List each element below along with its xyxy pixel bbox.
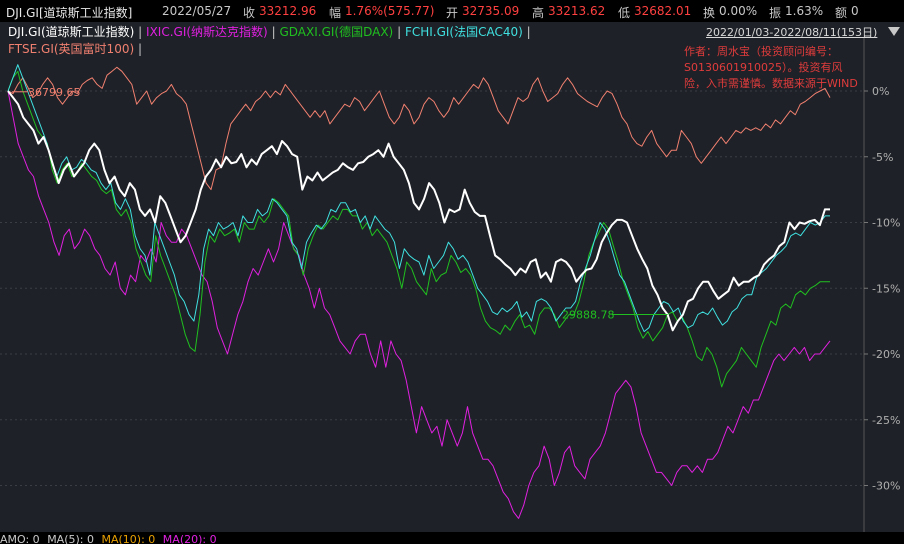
- header-close-label: 收: [243, 6, 256, 20]
- legend-item-dji[interactable]: DJI.GI(道琼斯工业指数): [8, 25, 135, 39]
- y-tick-label: -15%: [872, 282, 900, 295]
- ftse-line[interactable]: [7, 66, 831, 191]
- header-low-label: 低: [618, 6, 631, 20]
- annotation-low-value: 29888.78: [562, 309, 615, 322]
- header-amount-label: 额: [835, 6, 848, 20]
- indicator-ma5[interactable]: MA(5): 0: [47, 533, 94, 544]
- header-date: 2022/05/27: [162, 4, 232, 18]
- legend-separator: |: [397, 25, 402, 39]
- ixic-line[interactable]: [7, 90, 831, 519]
- y-tick-label: -10%: [872, 217, 900, 230]
- legend-separator: |: [526, 25, 531, 39]
- legend-item-cac[interactable]: FCHI.GI(法国CAC40): [404, 25, 523, 39]
- indicator-ma20[interactable]: MA(20): 0: [162, 533, 217, 544]
- header-amplitude-value: 1.63%: [785, 4, 824, 18]
- header-symbol[interactable]: DJI.GI[道琼斯工业指数]: [6, 6, 133, 20]
- cac-line[interactable]: [7, 64, 830, 333]
- header-open-value: 32735.09: [462, 4, 520, 18]
- dji-line[interactable]: [7, 90, 830, 332]
- header-change-label: 幅: [329, 6, 342, 20]
- header-change-value: 1.76%(575.77): [345, 4, 435, 18]
- legend-item-ftse[interactable]: FTSE.GI(英国富时100): [8, 42, 135, 56]
- y-axis-ticks: 0% -5% -10% -15% -20% -25% -30%: [864, 85, 900, 493]
- range-dropdown-arrow-icon[interactable]: [888, 27, 900, 36]
- series-lines: [7, 64, 831, 519]
- header-high-value: 33213.62: [548, 4, 606, 18]
- header-close-value: 33212.96: [259, 4, 317, 18]
- header-low-value: 32682.01: [634, 4, 692, 18]
- annotation-high-value: 36799.65: [28, 86, 81, 99]
- indicator-amo[interactable]: AMO: 0: [0, 533, 40, 544]
- header-turnover-value: 0.00%: [719, 4, 758, 18]
- author-disclaimer: 作者：周水宝（投资顾问编号：S0130601910025）。投资有风险，入市需谨…: [684, 45, 858, 90]
- header-amount-value: 0: [851, 4, 859, 18]
- header-open-label: 开: [446, 6, 459, 20]
- legend-separator: |: [137, 42, 143, 56]
- y-tick-label: -25%: [872, 414, 900, 427]
- y-tick-label: -30%: [872, 480, 900, 493]
- date-range-label[interactable]: 2022/01/03-2022/08/11(153日): [706, 26, 878, 39]
- y-tick-label: -5%: [872, 151, 893, 164]
- header-amplitude-label: 振: [769, 6, 782, 20]
- dax-line[interactable]: [7, 70, 830, 388]
- series-legend: DJI.GI(道琼斯工业指数) | IXIC.GI(纳斯达克指数) | GDAX…: [8, 24, 608, 58]
- annotations: 36799.65 29888.78: [12, 86, 668, 322]
- y-tick-label: 0%: [872, 85, 889, 98]
- y-tick-label: -20%: [872, 348, 900, 361]
- legend-item-dax[interactable]: GDAXI.GI(德国DAX): [279, 25, 394, 39]
- header-turnover-label: 换: [703, 6, 716, 20]
- indicator-bar: AMO: 0 MA(5): 0 MA(10): 0 MA(20): 0: [0, 532, 904, 544]
- quote-header-bar: DJI.GI[道琼斯工业指数] 2022/05/27 收 33212.96 幅 …: [0, 0, 904, 22]
- indicator-ma10[interactable]: MA(10): 0: [101, 533, 156, 544]
- legend-item-ixic[interactable]: IXIC.GI(纳斯达克指数): [146, 25, 268, 39]
- legend-separator: |: [271, 25, 276, 39]
- legend-separator: |: [138, 25, 143, 39]
- gridlines: [0, 38, 865, 532]
- header-high-label: 高: [532, 6, 545, 20]
